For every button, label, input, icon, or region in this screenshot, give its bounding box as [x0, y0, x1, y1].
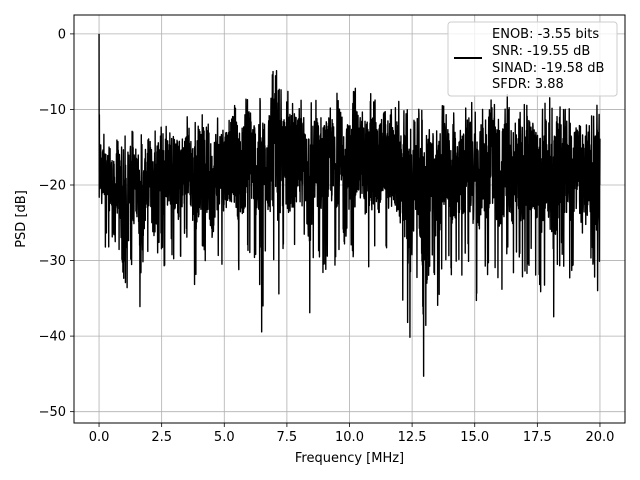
- x-tick-label: 7.5: [277, 430, 298, 445]
- legend-entry-sfdr: SFDR: 3.88: [492, 77, 564, 92]
- y-tick-label: −10: [39, 103, 66, 118]
- y-tick-label: −30: [39, 254, 66, 269]
- x-tick-label: 0.0: [89, 430, 110, 445]
- y-tick-label: −50: [39, 405, 66, 420]
- y-axis-label: PSD [dB]: [14, 190, 29, 248]
- x-tick-label: 15.0: [460, 430, 489, 445]
- psd-series-line: [98, 33, 601, 377]
- x-tick-label: 17.5: [523, 430, 552, 445]
- y-axis-ticks: 0 −10 −20 −30 −40 −50: [39, 27, 74, 420]
- y-tick-label: −40: [39, 330, 66, 345]
- x-tick-label: 12.5: [398, 430, 427, 445]
- legend-entry-enob: ENOB: -3.55 bits: [492, 27, 599, 42]
- legend-box: [447, 21, 618, 97]
- x-tick-label: 10.0: [335, 430, 364, 445]
- x-tick-label: 2.5: [151, 430, 172, 445]
- y-tick-label: 0: [58, 27, 66, 42]
- legend-entry-snr: SNR: -19.55 dB: [492, 44, 590, 59]
- plot-area: [98, 33, 601, 377]
- x-axis-label: Frequency [MHz]: [295, 451, 404, 466]
- x-axis-ticks: 0.0 2.5 5.0 7.5 10.0 12.5 15.0 17.5 20.0: [89, 423, 614, 445]
- x-tick-label: 5.0: [214, 430, 235, 445]
- legend-entry-sinad: SINAD: -19.58 dB: [492, 61, 604, 76]
- y-tick-label: −20: [39, 179, 66, 194]
- x-tick-label: 20.0: [585, 430, 614, 445]
- legend: ENOB: -3.55 bits SNR: -19.55 dB SINAD: -…: [447, 21, 618, 97]
